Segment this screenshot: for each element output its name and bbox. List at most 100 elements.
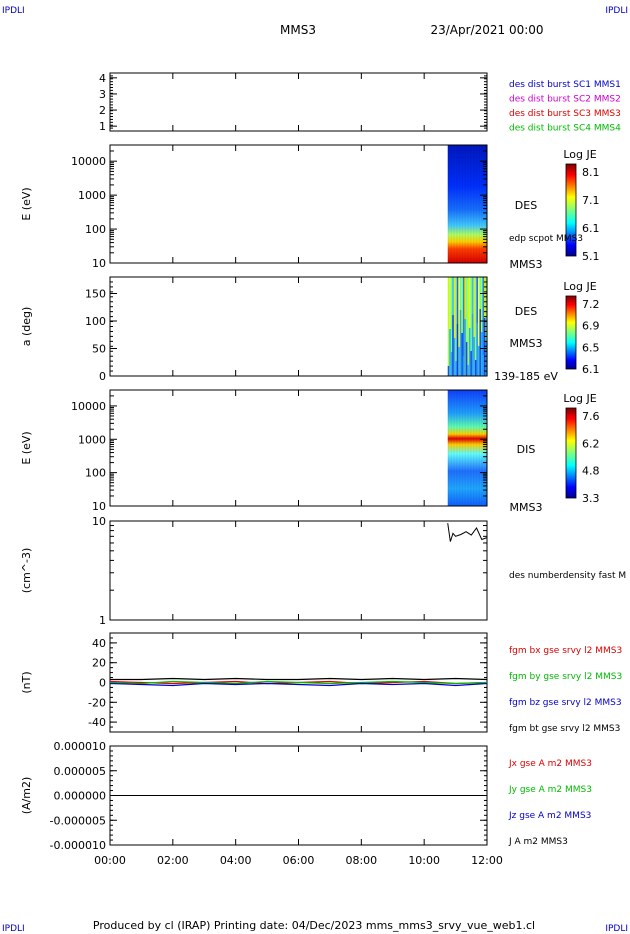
side-label: MMS3 [510,337,543,350]
y-tick-label: 3 [99,88,106,101]
spectrogram-stripe [472,390,475,506]
y-axis-label: E (eV) [20,187,33,220]
spectrogram-stripe [458,390,461,506]
legend-entry: des dist burst SC2 MMS2 [509,95,621,105]
y-tick-label: 10 [92,257,106,270]
colorbar-tick-label: 6.5 [582,341,600,354]
spectrogram-stripe [484,145,486,263]
pitch-column [462,277,465,376]
colorbar-tick-label: 7.6 [582,410,600,423]
legend-entry: des dist burst SC1 MMS1 [509,80,621,90]
corner-label-bl: IPDLI [2,924,25,934]
x-tick-label: 06:00 [283,854,315,867]
figure-title: MMS3 [280,23,316,37]
colorbar-tick-label: 7.1 [582,194,600,207]
spectrogram-stripe [470,145,472,263]
pitch-column [447,277,450,376]
pitch-column-low [456,324,459,376]
spectrogram-stripe [453,145,455,263]
spectrogram-block [447,145,487,263]
y-tick-label: 100 [85,315,106,328]
y-tick-label: 10 [92,500,106,513]
pitch-column [482,277,485,376]
spectrogram-stripe [478,390,480,506]
legend-entry: fgm by gse srvy l2 MMS3 [509,672,622,682]
y-tick-label: 10 [92,515,106,528]
colorbar-title: Log JE [563,148,596,161]
panel-frame [109,72,488,132]
corner-label-tr: IPDLI [605,6,628,16]
y-tick-label: -40 [88,716,106,729]
pitch-column-low [453,338,456,376]
colorbar-tick-label: 8.1 [582,166,600,179]
spectrogram-stripe [478,145,480,263]
pitch-column-low [468,328,471,376]
x-tick-label: 04:00 [220,854,252,867]
colorbar-tick-label: 5.1 [582,250,600,263]
y-tick-label: -0.000005 [50,814,106,827]
density-line [447,523,488,542]
pitch-column [467,277,470,376]
y-tick-label: 50 [92,343,106,356]
pitch-column-low [464,319,467,376]
spectrogram-stripe [481,145,483,263]
y-tick-label: 2 [99,104,106,117]
y-tick-label: -0.000010 [50,839,106,852]
colorbar-title: Log JE [563,280,596,293]
spectrogram-stripe [461,390,464,506]
pitch-column-low [452,315,455,376]
pitch-column [477,277,481,376]
colorbar-tick-label: 7.2 [582,298,600,311]
y-axis-label: (A/m2) [20,777,33,815]
panel-fgm: -40 -20 0 20 40 (nT) fgm bx gse srvy l2 MMS3 fg… [20,632,622,734]
fgm-series-line [109,682,488,687]
y-tick-label: 40 [92,637,106,650]
fgm-series-line [110,677,488,681]
x-tick-label: 00:00 [94,854,126,867]
side-label: MMS3 [510,258,543,271]
colorbar-tick-label: 6.1 [582,363,600,376]
pitch-column-low [480,332,484,376]
spectrogram-stripe [472,145,475,263]
y-tick-label: 0.000005 [54,765,107,778]
y-axis-label: (nT) [20,671,33,693]
spectrogram-stripe [470,390,472,506]
pitch-column [449,277,452,376]
colorbar-tick-label: 6.9 [582,320,600,333]
pitch-column [470,277,473,376]
spectrogram-stripe [453,390,455,506]
y-axis-label: a (deg) [20,307,33,347]
y-tick-label: 1 [99,120,106,133]
pitch-column-low [465,342,468,376]
pitch-column-low [459,310,462,376]
pitch-column-low [477,346,481,376]
y-tick-label: 0 [99,370,106,383]
legend-entry: fgm bz gse srvy l2 MMS3 [509,698,622,708]
colorbar-tick-label: 6.2 [582,437,600,450]
y-tick-label: 150 [85,288,106,301]
y-tick-label: 0.000000 [54,790,107,803]
colorbar-title: Log JE [563,392,596,405]
x-tick-label: 02:00 [157,854,189,867]
y-tick-label: 100 [85,467,106,480]
spectrogram-stripe [464,390,466,506]
side-label: 139-185 eV [494,370,558,383]
pitch-column [480,277,484,376]
y-axis-label: (cm^-3) [20,548,33,594]
side-label: DES [515,199,537,212]
y-tick-label: 1000 [78,189,106,202]
x-tick-label: 08:00 [345,854,377,867]
panel-current: -0.000010 -0.000005 0.000000 0.000005 0.0000… [20,740,592,852]
panel-frame [109,276,488,377]
spectrogram-stripe [450,390,452,506]
y-tick-label: 20 [92,657,106,670]
legend-entry: Jy gse A m2 MMS3 [508,785,592,795]
colorbar [565,163,577,257]
colorbar [565,407,577,499]
y-tick-label: 10000 [71,400,106,413]
spectrogram-stripe [456,390,458,506]
spectrogram-stripe [447,390,450,506]
panel-density: 1 10 (cm^-3) des numberdensity fast M [20,515,626,627]
pitch-column [455,277,458,376]
pitch-column-low [482,355,485,376]
